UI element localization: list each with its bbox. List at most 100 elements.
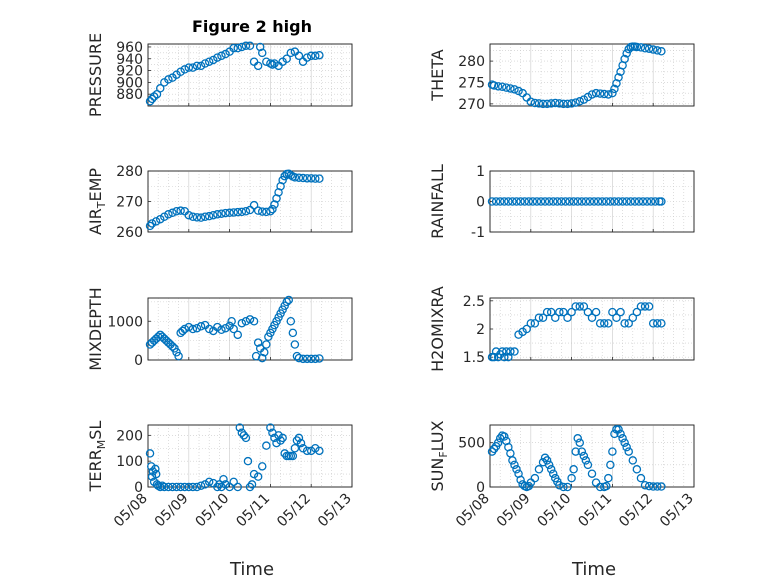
data-point — [176, 482, 185, 492]
subplot-2: 270 275 280 THETA — [428, 42, 695, 113]
data-point — [546, 307, 556, 317]
data-point — [286, 48, 296, 58]
data-point — [229, 208, 238, 217]
y-tick-label: 200 — [116, 428, 143, 444]
y-tick-label: 1000 — [107, 314, 143, 330]
data-point — [634, 197, 644, 206]
data-point — [176, 67, 185, 77]
data-point — [147, 219, 157, 228]
data-point — [257, 353, 267, 363]
y-tick-label: 270 — [116, 195, 143, 211]
data-point — [608, 307, 617, 317]
data-point — [581, 197, 591, 206]
data-point — [575, 302, 585, 311]
data-point — [504, 352, 513, 362]
data-point — [508, 456, 517, 465]
x-tick-label: 05/13 — [657, 491, 697, 531]
data-point — [644, 302, 654, 311]
y-axis-label: RAINFALL — [428, 164, 447, 239]
data-point — [204, 211, 214, 221]
data-point — [542, 307, 552, 317]
y-axis-label: THETA — [428, 49, 447, 101]
data-point — [147, 94, 157, 104]
data-point — [155, 482, 165, 492]
data-point — [636, 473, 646, 483]
data-point — [520, 197, 529, 206]
data-point — [614, 425, 623, 434]
data-point — [151, 469, 161, 479]
data-point — [632, 42, 642, 52]
data-point — [253, 61, 263, 71]
data-point — [622, 442, 631, 452]
data-point — [237, 42, 247, 52]
data-point — [229, 43, 238, 53]
y-tick-label: 2 — [476, 322, 485, 338]
data-point — [225, 208, 234, 218]
data-point — [196, 213, 206, 222]
data-point — [204, 324, 214, 334]
data-point — [221, 49, 230, 59]
data-point — [648, 45, 658, 54]
y-tick-label: 0 — [134, 480, 143, 496]
data-point — [266, 207, 275, 216]
data-point — [188, 63, 198, 72]
data-point — [604, 473, 613, 483]
data-point — [583, 307, 593, 317]
data-point — [145, 221, 155, 231]
data-point — [506, 84, 515, 93]
data-point — [213, 482, 222, 492]
y-tick-label: 280 — [458, 54, 485, 70]
data-point — [311, 174, 320, 183]
data-point — [565, 197, 574, 206]
data-point — [532, 197, 542, 206]
data-point — [530, 98, 540, 108]
data-point — [268, 204, 277, 214]
y-axis-label: SUNFLUX — [428, 420, 450, 491]
data-point — [657, 47, 666, 56]
data-point — [618, 434, 627, 443]
y-tick-label: 1.5 — [463, 350, 485, 366]
data-point — [555, 99, 564, 108]
data-point — [253, 338, 263, 347]
data-point — [180, 65, 189, 74]
data-point — [620, 54, 629, 64]
data-point — [180, 324, 189, 334]
data-point — [589, 197, 599, 206]
data-point — [616, 429, 625, 439]
data-point — [618, 197, 627, 206]
data-point — [257, 462, 267, 471]
data-point — [536, 197, 546, 206]
data-point — [315, 354, 324, 363]
data-point — [288, 451, 298, 461]
data-point — [646, 197, 656, 206]
data-point — [243, 456, 253, 466]
data-point — [229, 477, 238, 487]
data-point — [579, 451, 589, 461]
data-point — [608, 88, 617, 98]
y-tick-label: 270 — [458, 97, 485, 113]
y-tick-label: 0 — [134, 353, 143, 369]
data-point — [577, 447, 587, 456]
data-point — [172, 482, 181, 492]
data-point — [516, 197, 525, 206]
data-point — [538, 99, 548, 109]
data-point — [640, 302, 650, 311]
data-point — [196, 61, 206, 71]
data-point — [563, 482, 572, 492]
data-point — [235, 423, 245, 432]
data-point — [526, 97, 536, 106]
data-point — [302, 354, 312, 364]
data-point — [657, 319, 666, 328]
data-point — [512, 465, 521, 474]
data-point — [551, 313, 560, 322]
data-point — [512, 197, 521, 206]
data-point — [604, 90, 613, 99]
data-point — [640, 44, 650, 53]
data-point — [217, 51, 226, 61]
data-point — [233, 330, 243, 340]
data-point — [610, 84, 619, 94]
y-tick-label: 280 — [116, 164, 143, 180]
x-tick-label: 05/10 — [535, 491, 575, 531]
data-point — [282, 297, 291, 307]
data-point — [491, 197, 501, 206]
